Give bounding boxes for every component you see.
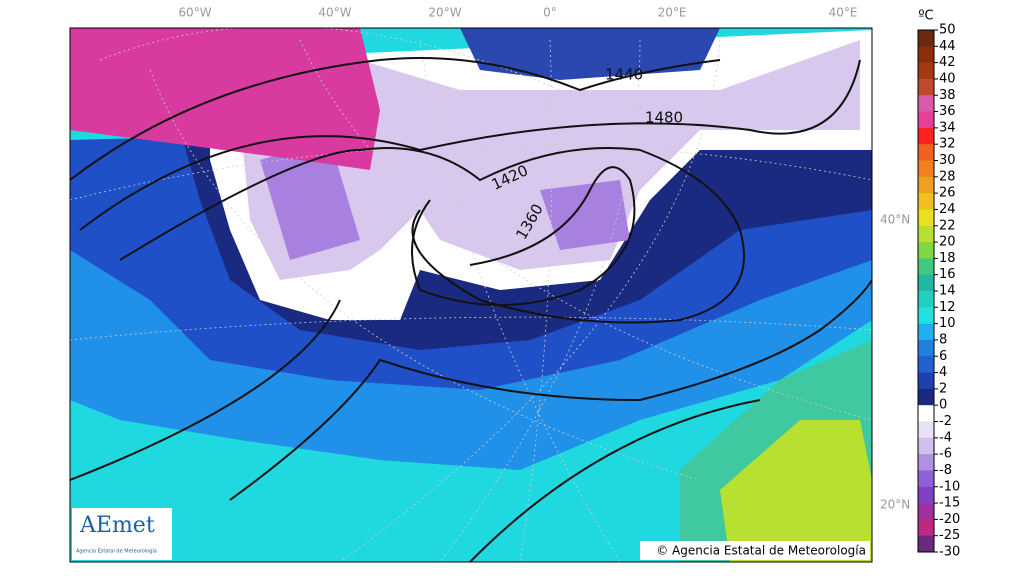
colorbar-segment [918, 225, 934, 243]
contour-low [70, 279, 872, 562]
colorbar-label: -10 [939, 479, 960, 494]
colorbar-segment [918, 437, 934, 455]
colorbar-label: 0 [939, 398, 947, 413]
colorbar-label: -20 [939, 512, 960, 527]
colorbar-label: 8 [939, 332, 947, 347]
colorbar-segment [918, 274, 934, 292]
lon-label: 40°E [829, 6, 858, 20]
copyright-box [640, 541, 870, 560]
copyright: © Agencia Estatal de Meteorología [656, 544, 866, 558]
colorbar-label: 28 [939, 169, 956, 184]
lon-label: 20°E [658, 6, 687, 20]
colorbar-label: 50 [939, 23, 956, 38]
colorbar: 5044424038363432302826242220181614121086… [917, 23, 960, 560]
colorbar-segment [918, 30, 934, 47]
colorbar-segment [918, 421, 934, 439]
contour-1480 [79, 59, 861, 231]
colorbar-segment [918, 176, 934, 194]
colorbar-segment [918, 242, 934, 259]
map-frame [69, 27, 873, 563]
colorbar-label: 40 [939, 71, 956, 86]
colorbar-label: 12 [939, 300, 956, 315]
colorbar-segment [918, 111, 934, 129]
zone-cold [240, 40, 860, 280]
logo-subtitle: Agencia Estatal de Meteorología [76, 548, 157, 555]
zone-coldest [70, 28, 380, 170]
colorbar-label: 42 [939, 55, 956, 70]
colorbar-segment [918, 519, 934, 537]
colorbar-label: -25 [939, 528, 960, 543]
colorbar-segment [918, 388, 934, 406]
lon-label: 40°W [318, 6, 351, 20]
colorbar-segment [918, 127, 934, 145]
colorbar-segment [918, 307, 934, 325]
contour-label: 1440 [605, 66, 643, 84]
colorbar-label: 22 [939, 218, 956, 233]
colorbar-segment [918, 405, 934, 422]
colorbar-segment [918, 46, 934, 64]
colorbar-segment [918, 372, 934, 390]
colorbar-label: -6 [939, 447, 952, 462]
contour-1440 [70, 57, 721, 181]
contour-1420 [119, 147, 745, 324]
colorbar-label: 32 [939, 137, 956, 152]
colorbar-segment [918, 323, 934, 341]
colorbar-segment [918, 486, 934, 504]
logo-name: AEmet [79, 513, 155, 538]
colorbar-segment [918, 470, 934, 488]
colorbar-segment [918, 78, 934, 96]
colorbar-segment [918, 454, 934, 471]
colorbar-segment [918, 62, 934, 80]
colorbar-label: 30 [939, 153, 956, 168]
contour-1360 [411, 166, 636, 306]
colorbar-label: 16 [939, 267, 956, 282]
colorbar-label: 4 [939, 365, 947, 380]
colorbar-unit: ºC [918, 9, 933, 24]
contour-label: 1480 [645, 109, 683, 127]
colorbar-segment [918, 144, 934, 161]
arctic-sea [460, 28, 720, 80]
colorbar-label: -4 [939, 430, 952, 445]
colorbar-label: 20 [939, 235, 956, 250]
colorbar-label: 36 [939, 104, 956, 119]
colorbar-label: 10 [939, 316, 956, 331]
colorbar-label: 18 [939, 251, 956, 266]
colorbar-segment [918, 535, 934, 553]
colorbar-segment [918, 503, 934, 520]
colorbar-label: -15 [939, 496, 960, 511]
colorbar-label: 44 [939, 39, 956, 54]
lat-label: 40°N [880, 213, 910, 227]
lon-label: 20°W [428, 6, 461, 20]
lon-label: 60°W [178, 6, 211, 20]
lon-label: 0° [543, 6, 557, 20]
colorbar-segment [918, 339, 934, 357]
colorbar-label: 34 [939, 120, 956, 135]
colorbar-label: 24 [939, 202, 956, 217]
map-area: 1440 1480 1420 1360 [70, 28, 872, 562]
sahara-hot [720, 420, 872, 562]
colorbar-segment [918, 193, 934, 210]
colorbar-segment [918, 291, 934, 308]
logo-box [72, 508, 172, 560]
colorbar-label: -8 [939, 463, 952, 478]
colorbar-label: 6 [939, 349, 947, 364]
zone-colder [260, 140, 630, 260]
colorbar-segment [918, 95, 934, 113]
colorbar-label: 2 [939, 381, 947, 396]
colorbar-label: 14 [939, 284, 956, 299]
colorbar-segment [918, 160, 934, 178]
colorbar-segment [918, 209, 934, 227]
colorbar-label: 38 [939, 88, 956, 103]
colorbar-label: -30 [939, 545, 960, 560]
colorbar-segment [918, 258, 934, 276]
colorbar-label: 26 [939, 186, 956, 201]
colorbar-segment [918, 356, 934, 374]
lat-label: 20°N [880, 498, 910, 512]
colorbar-label: -2 [939, 414, 952, 429]
